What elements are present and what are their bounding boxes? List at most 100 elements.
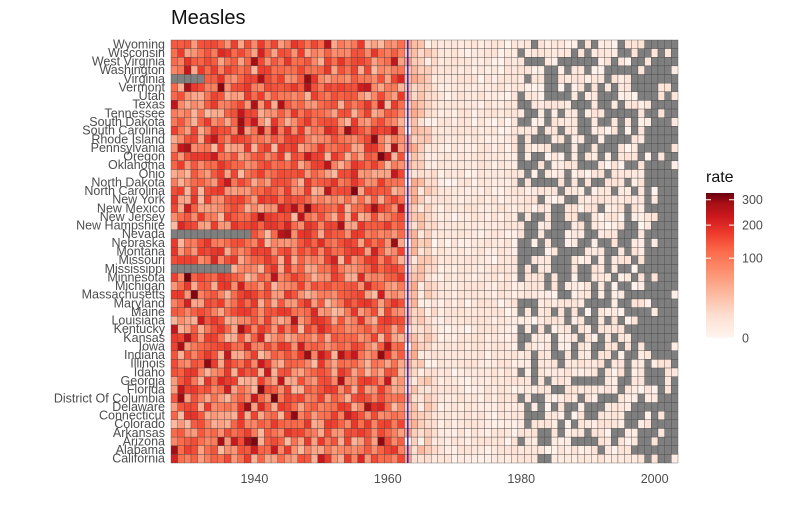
heatmap-cell (617, 316, 625, 326)
heatmap-cell (244, 298, 252, 308)
heatmap-cell (390, 393, 398, 403)
heatmap-cell (170, 221, 178, 231)
heatmap-cell (611, 203, 619, 213)
heatmap-cell (511, 307, 519, 317)
heatmap-cell (230, 350, 238, 360)
heatmap-cell (671, 324, 679, 334)
heatmap-cell (557, 264, 565, 274)
heatmap-cell (597, 290, 605, 300)
heatmap-cell (451, 221, 459, 231)
heatmap-cell (664, 117, 672, 127)
heatmap-cell (637, 203, 645, 213)
heatmap-cell (270, 411, 278, 421)
heatmap-cell (430, 229, 439, 239)
heatmap-cell (170, 160, 178, 170)
heatmap-cell (604, 402, 612, 412)
heatmap-cell (344, 385, 352, 395)
heatmap-cell (384, 367, 392, 377)
heatmap-cell (537, 367, 545, 377)
heatmap-cell (277, 221, 285, 231)
heatmap-cell (517, 333, 525, 343)
heatmap-cell (230, 65, 238, 75)
heatmap-cell (477, 152, 485, 162)
heatmap-cell (551, 290, 559, 300)
heatmap-cell (430, 316, 439, 326)
heatmap-cell (350, 160, 358, 170)
heatmap-cell (664, 445, 672, 455)
heatmap-cell (350, 247, 358, 256)
heatmap-cell (464, 186, 472, 196)
heatmap-cell (190, 82, 198, 92)
heatmap-cell (277, 419, 285, 429)
heatmap-cell (577, 134, 585, 144)
heatmap-cell (537, 57, 545, 67)
heatmap-cell (317, 411, 325, 421)
heatmap-cell (671, 316, 679, 326)
heatmap-cell (370, 264, 378, 274)
heatmap-cell (424, 316, 432, 326)
heatmap-cell (337, 134, 345, 144)
heatmap-cell (664, 419, 672, 429)
heatmap-cell (577, 333, 585, 343)
heatmap-cell (571, 359, 579, 369)
heatmap-cell (304, 367, 312, 377)
heatmap-cell (357, 203, 365, 213)
heatmap-cell (370, 212, 378, 222)
heatmap-cell (444, 281, 452, 291)
heatmap-cell (364, 195, 372, 205)
heatmap-cell (337, 48, 345, 58)
heatmap-cell (270, 203, 278, 213)
heatmap-cell (304, 126, 312, 136)
heatmap-cell (524, 91, 532, 101)
heatmap-cell (284, 221, 292, 231)
heatmap-cell (524, 264, 532, 274)
heatmap-cell (571, 436, 579, 446)
heatmap-cell (464, 203, 472, 213)
heatmap-cell (597, 316, 605, 326)
heatmap-cell (671, 307, 679, 317)
heatmap-cell (204, 411, 212, 421)
heatmap-cell (397, 126, 405, 136)
heatmap-cell (290, 367, 298, 377)
heatmap-cell (304, 247, 312, 256)
heatmap-cell (217, 445, 225, 455)
heatmap-cell (350, 411, 358, 421)
heatmap-cell (377, 376, 385, 386)
heatmap-cell (170, 281, 178, 291)
heatmap-cell (304, 272, 312, 282)
y-tick-label: North Carolina (84, 184, 165, 198)
heatmap-cell (257, 359, 265, 369)
heatmap-cell (370, 195, 378, 205)
heatmap-cell (591, 229, 599, 239)
heatmap-cell (497, 350, 505, 360)
heatmap-cell (477, 169, 485, 179)
heatmap-cell (437, 350, 445, 360)
heatmap-cell (384, 65, 392, 75)
heatmap-cell (617, 385, 625, 395)
heatmap-cell (384, 134, 392, 144)
heatmap-cell (604, 333, 612, 343)
heatmap-cell (277, 186, 285, 196)
heatmap-cell (437, 74, 445, 84)
heatmap-cell (571, 393, 579, 403)
heatmap-cell (197, 82, 205, 92)
heatmap-cell (264, 177, 272, 187)
heatmap-cell (190, 419, 198, 429)
heatmap-cell (631, 333, 639, 343)
heatmap-cell (350, 186, 358, 196)
heatmap-cell (210, 333, 218, 343)
heatmap-cell (304, 454, 312, 464)
heatmap-cell (457, 143, 465, 153)
heatmap-cell (591, 359, 599, 369)
heatmap-cell (210, 134, 218, 144)
heatmap-cell (170, 454, 178, 464)
heatmap-cell (651, 177, 659, 187)
heatmap-cell (217, 316, 225, 326)
heatmap-cell (257, 316, 265, 326)
heatmap-cell (210, 169, 218, 179)
heatmap-cell (277, 255, 285, 265)
heatmap-cell (350, 316, 358, 326)
heatmap-cell (624, 307, 632, 317)
heatmap-cell (437, 212, 445, 222)
heatmap-cell (584, 195, 592, 205)
